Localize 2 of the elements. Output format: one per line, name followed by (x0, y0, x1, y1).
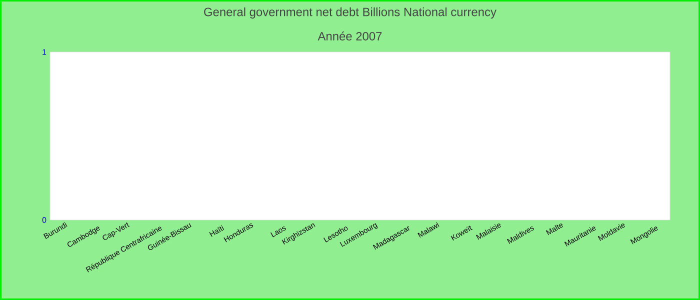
chart-subtitle: Année 2007 (318, 32, 382, 40)
chart-title: General government net debt Billions National currency (204, 7, 496, 19)
